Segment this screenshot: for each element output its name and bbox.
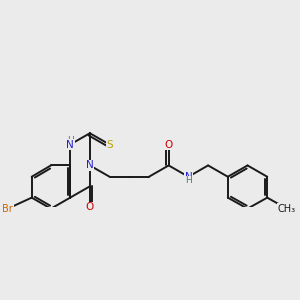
Text: N: N (86, 160, 94, 170)
Text: S: S (106, 140, 113, 149)
Text: N: N (66, 140, 74, 149)
Text: O: O (86, 202, 94, 212)
Text: H: H (67, 136, 74, 145)
Text: CH₃: CH₃ (278, 204, 296, 214)
Text: H: H (185, 176, 192, 185)
Text: O: O (165, 140, 173, 149)
Text: N: N (184, 172, 192, 182)
Text: Br: Br (2, 204, 13, 214)
